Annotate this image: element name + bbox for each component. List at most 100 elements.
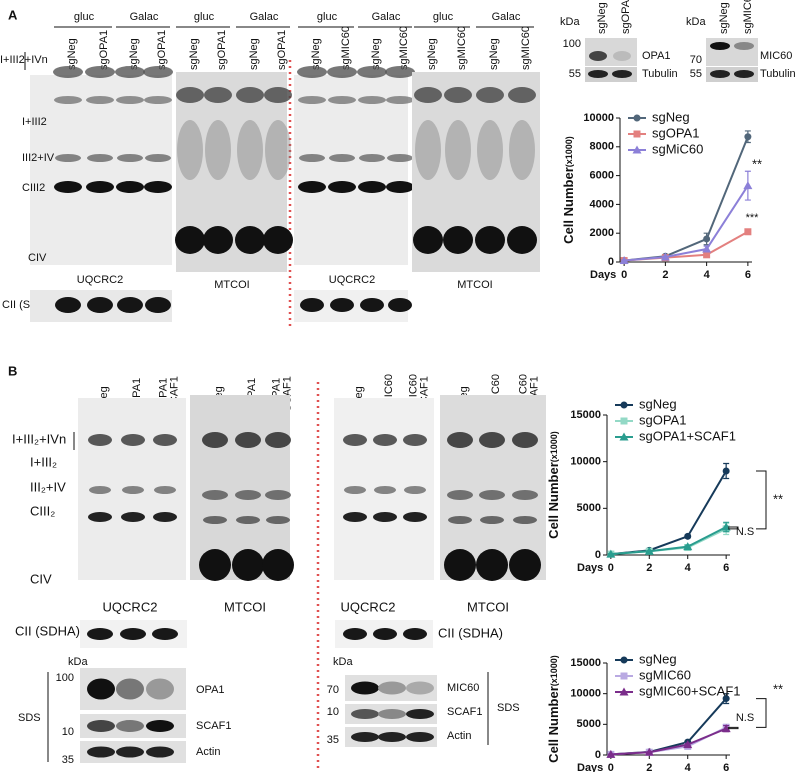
band xyxy=(445,120,471,180)
annotation: ** xyxy=(752,156,762,171)
annotation: ** xyxy=(773,491,783,506)
x-tick-label: 0 xyxy=(621,269,627,281)
band xyxy=(443,226,473,254)
legend-label: sgMIC60 xyxy=(639,667,691,682)
point xyxy=(722,695,730,703)
label: SDS xyxy=(18,712,41,724)
band xyxy=(351,681,379,695)
band xyxy=(589,51,607,61)
y-axis-label: Cell Number xyxy=(546,462,561,539)
band xyxy=(447,490,473,500)
x-tick-label: 2 xyxy=(646,762,652,772)
y-axis-label: Cell Number xyxy=(546,686,561,763)
label: kDa xyxy=(560,16,580,28)
band xyxy=(116,746,144,758)
point xyxy=(620,417,628,425)
y-tick-label: 10000 xyxy=(583,112,614,124)
band xyxy=(351,732,379,742)
lane-label: sgNeg xyxy=(370,38,382,70)
label: gluc xyxy=(74,11,95,23)
blot xyxy=(30,75,172,265)
y-tick-label: 10000 xyxy=(570,456,601,468)
band xyxy=(144,181,172,193)
band xyxy=(406,681,434,695)
lane-label: sgOPA1 xyxy=(156,30,168,70)
y-tick-label: 10000 xyxy=(570,688,601,700)
band xyxy=(202,490,228,500)
band xyxy=(87,628,113,640)
band xyxy=(414,87,442,103)
point xyxy=(722,467,730,475)
band xyxy=(87,746,115,758)
point xyxy=(620,656,628,664)
band xyxy=(734,42,754,50)
band xyxy=(143,66,173,78)
label: Tubulin xyxy=(760,68,796,80)
label: III₂+IV xyxy=(30,479,66,494)
band xyxy=(358,96,386,104)
x-tick-label: 4 xyxy=(685,562,692,574)
label: MIC60 xyxy=(760,50,792,62)
label: 35 xyxy=(62,754,74,766)
series-line xyxy=(610,470,728,556)
label: Galac xyxy=(372,11,401,23)
label: MIC60 xyxy=(447,682,479,694)
legend-label: sgMIC60+SCAF1 xyxy=(639,683,741,698)
point xyxy=(721,724,731,733)
band xyxy=(373,628,397,640)
band xyxy=(176,87,204,103)
point xyxy=(619,256,629,265)
band xyxy=(373,434,397,446)
y-tick-label: 15000 xyxy=(570,409,601,421)
y-tick-label: 5000 xyxy=(577,718,601,730)
label: SDS xyxy=(497,702,520,714)
band xyxy=(89,486,111,494)
lane-label: sgMIC60 xyxy=(742,0,754,34)
lane-label: sgNeg xyxy=(488,38,500,70)
band xyxy=(413,226,443,254)
band xyxy=(330,298,354,312)
band xyxy=(145,154,171,162)
x-tick-label: 4 xyxy=(685,762,692,772)
band xyxy=(54,181,82,193)
y-tick-label: 0 xyxy=(595,549,601,561)
label: kDa xyxy=(68,656,88,668)
band xyxy=(415,120,441,180)
label: I+III₂+IVn xyxy=(12,431,66,446)
point xyxy=(684,532,692,540)
legend-label: sgNeg xyxy=(639,651,677,666)
band xyxy=(203,226,233,254)
y-tick-label: 15000 xyxy=(570,657,601,669)
point xyxy=(644,546,654,555)
point xyxy=(683,740,693,749)
band xyxy=(235,432,261,448)
band xyxy=(403,512,427,522)
band xyxy=(512,490,538,500)
band xyxy=(343,628,367,640)
band xyxy=(265,120,291,180)
band xyxy=(479,432,505,448)
band xyxy=(88,434,112,446)
band xyxy=(144,96,172,104)
lane-label: sgNeg xyxy=(128,38,140,70)
point xyxy=(744,133,752,141)
point xyxy=(633,130,641,138)
bracket xyxy=(756,470,767,530)
band xyxy=(612,70,632,78)
label: gluc xyxy=(317,11,338,23)
band xyxy=(344,486,366,494)
label: Actin xyxy=(196,746,220,758)
band xyxy=(373,512,397,522)
band xyxy=(85,66,115,78)
lane-label: sgNeg xyxy=(310,38,322,70)
band xyxy=(378,709,406,719)
bracket xyxy=(756,698,767,728)
band xyxy=(359,154,385,162)
band xyxy=(710,42,730,50)
label: 10 xyxy=(62,726,74,738)
label: SCAF1 xyxy=(196,720,231,732)
band xyxy=(403,628,427,640)
lane-label: sgOPA1 xyxy=(620,0,632,34)
x-tick-label: 0 xyxy=(608,762,614,772)
band xyxy=(613,51,631,61)
